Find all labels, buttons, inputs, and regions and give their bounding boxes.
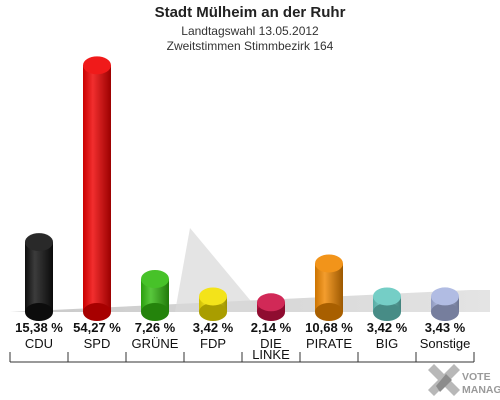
value-label-fdp: 3,42 % — [193, 320, 234, 335]
vote-manager-logo: VOTE MANAGER — [428, 364, 500, 396]
value-labels-group: 15,38 % 54,27 % 7,26 % 3,42 % 2,14 % 10,68 % 3… — [15, 320, 466, 335]
value-label-sonstige: 3,43 % — [425, 320, 466, 335]
value-label-die-linke: 2,14 % — [251, 320, 292, 335]
category-label-cdu: CDU — [25, 336, 53, 351]
logo-text-vote: VOTE — [462, 371, 491, 383]
bar-fdp — [199, 287, 227, 321]
bar-gr-ne — [141, 270, 169, 321]
category-label-pirate: PIRATE — [306, 336, 352, 351]
chart-floor-ramp — [175, 228, 260, 312]
value-label-spd: 54,27 % — [73, 320, 121, 335]
value-label-cdu: 15,38 % — [15, 320, 63, 335]
category-label-die-linke-line2: LINKE — [252, 347, 290, 362]
value-label-pirate: 10,68 % — [305, 320, 353, 335]
logo-cross-icon — [428, 364, 460, 396]
bar-die-linke — [257, 293, 285, 321]
category-label-die-linke-line1: DIE — [260, 336, 282, 351]
category-label-big: BIG — [376, 336, 398, 351]
bar-sonstige — [431, 287, 459, 321]
category-label-spd: SPD — [84, 336, 111, 351]
chart-subtitle-election: Landtagswahl 13.05.2012 — [181, 24, 319, 38]
logo-text-manager: MANAGER — [462, 384, 500, 396]
bar-pirate — [315, 254, 343, 321]
category-label-fdp: FDP — [200, 336, 226, 351]
bars-group — [25, 56, 459, 321]
bar-big — [373, 287, 401, 321]
value-label-big: 3,42 % — [367, 320, 408, 335]
bar-spd — [83, 56, 111, 321]
chart-subtitle-district: Zweitstimmen Stimmbezirk 164 — [167, 39, 334, 53]
category-label-sonstige: Sonstige — [420, 336, 471, 351]
chart-title: Stadt Mülheim an der Ruhr — [155, 4, 346, 21]
bar-cdu — [25, 233, 53, 321]
category-label-gr-ne: GRÜNE — [132, 336, 179, 351]
value-label-gr-ne: 7,26 % — [135, 320, 176, 335]
